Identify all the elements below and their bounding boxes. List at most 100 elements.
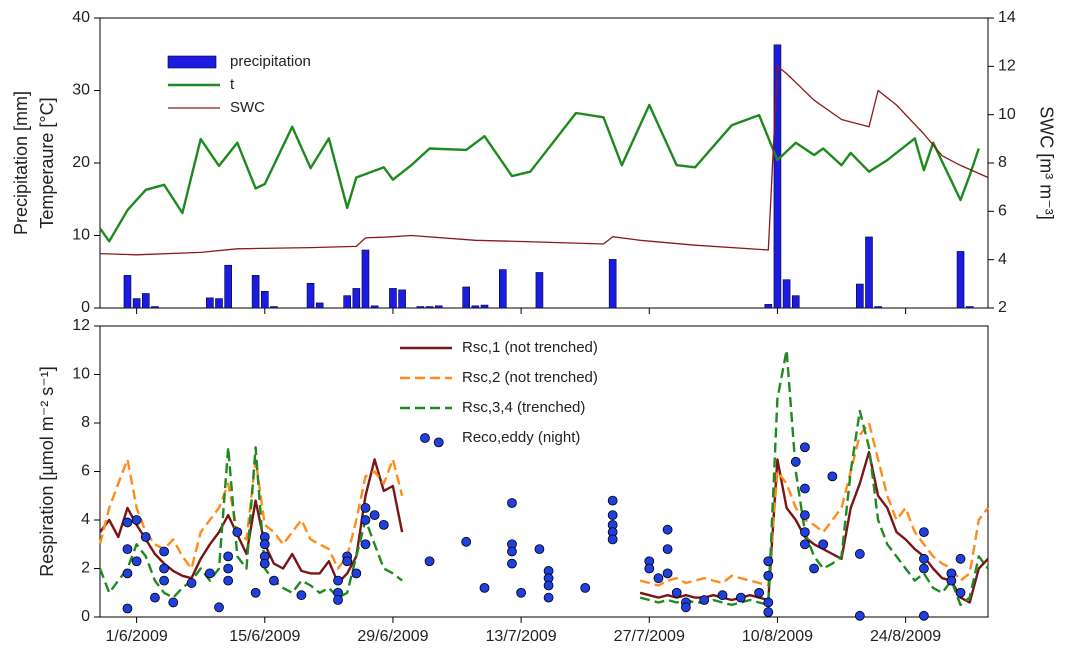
point bbox=[342, 556, 353, 567]
y-tick-label: 8 bbox=[81, 414, 90, 431]
point bbox=[250, 587, 261, 598]
bar bbox=[151, 306, 159, 309]
y-tick-label: 10 bbox=[72, 366, 90, 383]
y2-tick-label: 6 bbox=[998, 203, 1007, 220]
point bbox=[919, 563, 929, 574]
bar bbox=[224, 264, 232, 309]
bar bbox=[361, 249, 370, 309]
point bbox=[131, 556, 142, 567]
point bbox=[653, 573, 664, 584]
point bbox=[232, 527, 243, 538]
point bbox=[159, 546, 169, 557]
bar bbox=[416, 306, 425, 309]
point bbox=[827, 471, 838, 482]
point bbox=[214, 602, 224, 613]
point bbox=[168, 597, 179, 608]
y-axis-title: Temperaure [°C] bbox=[37, 97, 57, 228]
point bbox=[150, 592, 160, 603]
bar bbox=[434, 305, 443, 309]
bar bbox=[608, 259, 617, 309]
point bbox=[800, 483, 810, 494]
point bbox=[507, 498, 517, 508]
x-tick-label: 10/8/2009 bbox=[742, 628, 813, 645]
point bbox=[955, 587, 966, 598]
point bbox=[699, 595, 710, 605]
point bbox=[461, 536, 472, 547]
point bbox=[800, 527, 810, 538]
point bbox=[800, 539, 810, 550]
point bbox=[680, 602, 691, 613]
bar bbox=[270, 306, 278, 309]
point bbox=[919, 527, 929, 538]
bar bbox=[865, 236, 873, 309]
y2-tick-label: 2 bbox=[998, 299, 1007, 316]
point bbox=[919, 553, 929, 564]
y-axis-title: Precipitation [mm] bbox=[11, 91, 31, 235]
point bbox=[955, 553, 966, 564]
point bbox=[140, 532, 151, 542]
point bbox=[259, 558, 270, 569]
point bbox=[507, 546, 517, 557]
legend-label: Rsc,3,4 (trenched) bbox=[462, 399, 585, 416]
bar bbox=[425, 306, 434, 309]
y2-tick-label: 14 bbox=[998, 9, 1016, 26]
legend-label: Rsc,2 (not trenched) bbox=[462, 369, 598, 386]
point bbox=[644, 563, 655, 574]
point bbox=[186, 578, 197, 588]
bar bbox=[315, 302, 324, 309]
point bbox=[607, 510, 618, 521]
bar bbox=[398, 289, 406, 309]
point bbox=[800, 510, 810, 521]
bar bbox=[764, 304, 773, 309]
point bbox=[131, 515, 142, 525]
bar bbox=[874, 306, 882, 309]
y2-tick-label: 12 bbox=[998, 58, 1016, 75]
bar bbox=[389, 288, 397, 309]
point bbox=[433, 437, 444, 448]
y-tick-label: 40 bbox=[72, 9, 90, 26]
legend-label: precipitation bbox=[230, 53, 311, 70]
point bbox=[159, 563, 169, 574]
bar bbox=[215, 298, 223, 309]
bar bbox=[352, 288, 361, 309]
point bbox=[818, 539, 829, 550]
y-tick-label: 30 bbox=[72, 82, 90, 99]
point bbox=[223, 563, 234, 574]
bar bbox=[251, 275, 260, 309]
point bbox=[269, 575, 279, 586]
point bbox=[360, 515, 371, 525]
y-tick-label: 2 bbox=[81, 560, 90, 577]
point bbox=[122, 544, 133, 554]
y-tick-label: 20 bbox=[72, 154, 90, 171]
bar bbox=[499, 269, 507, 309]
point bbox=[351, 568, 362, 579]
bar bbox=[370, 305, 379, 309]
legend-swatch bbox=[420, 433, 430, 443]
x-tick-label: 24/8/2009 bbox=[870, 628, 941, 645]
point bbox=[763, 570, 774, 581]
bar bbox=[535, 272, 544, 309]
point bbox=[369, 510, 380, 521]
point bbox=[946, 575, 957, 586]
bar bbox=[791, 295, 800, 309]
y2-tick-label: 8 bbox=[998, 154, 1007, 171]
bar bbox=[956, 251, 965, 309]
point bbox=[424, 556, 435, 567]
point bbox=[360, 502, 371, 513]
x-tick-label: 1/6/2009 bbox=[105, 628, 167, 645]
point bbox=[204, 568, 215, 579]
bar bbox=[480, 304, 489, 309]
bar bbox=[206, 297, 214, 309]
point bbox=[360, 539, 371, 550]
y2-tick-label: 10 bbox=[998, 106, 1016, 123]
y-tick-label: 0 bbox=[81, 299, 90, 316]
point bbox=[223, 551, 234, 562]
bar bbox=[123, 275, 132, 309]
x-tick-label: 13/7/2009 bbox=[486, 628, 557, 645]
y-tick-label: 12 bbox=[72, 317, 90, 334]
bar bbox=[306, 283, 315, 309]
y-tick-label: 10 bbox=[72, 227, 90, 244]
point bbox=[854, 610, 865, 621]
legend-label: SWC bbox=[230, 99, 265, 116]
point bbox=[754, 587, 765, 598]
